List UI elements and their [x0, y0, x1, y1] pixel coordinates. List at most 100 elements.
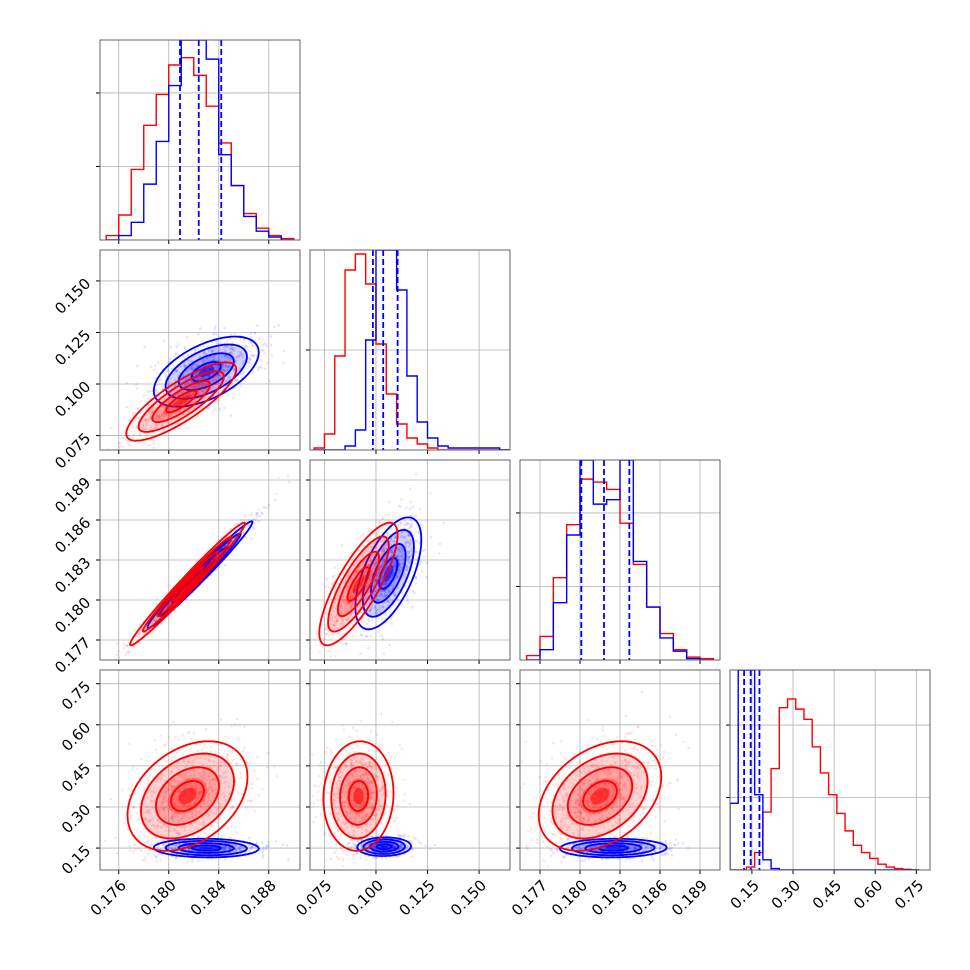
scatter-point [128, 849, 132, 852]
scatter-point [186, 860, 189, 863]
scatter-point [348, 596, 352, 600]
scatter-point [117, 655, 121, 659]
scatter-point [319, 633, 323, 637]
scatter-point [223, 354, 227, 358]
scatter-point [224, 349, 227, 353]
scatter-point [231, 396, 235, 400]
scatter-point [216, 364, 220, 367]
scatter-point [190, 367, 194, 371]
scatter-point [246, 523, 250, 527]
scatter-point [170, 412, 173, 416]
scatter-point [173, 846, 177, 850]
scatter-point [222, 368, 226, 372]
scatter-point [227, 375, 230, 378]
scatter-point [406, 596, 409, 600]
scatter-point [399, 522, 403, 525]
scatter-point [390, 548, 393, 552]
scatter-point [399, 550, 403, 554]
scatter-point [196, 383, 200, 387]
scatter-point [230, 825, 234, 828]
scatter-point [174, 797, 177, 800]
scatter-point [193, 782, 197, 786]
scatter-point [332, 620, 335, 623]
scatter-point [219, 389, 223, 393]
scatter-point [370, 553, 374, 557]
scatter-point [248, 356, 251, 360]
scatter-point [408, 561, 411, 565]
scatter-point [159, 776, 163, 779]
panel-frame [99, 249, 301, 451]
scatter-point [218, 360, 221, 363]
scatter-point [233, 723, 237, 726]
scatter-point [378, 565, 382, 569]
scatter-point [340, 612, 344, 615]
scatter-point [222, 848, 226, 852]
scatter-point [383, 594, 386, 598]
scatter-point [318, 651, 321, 655]
scatter-point [208, 772, 211, 775]
scatter-point [126, 441, 130, 445]
scatter-point [393, 539, 396, 543]
scatter-point [429, 536, 433, 539]
scatter-point [170, 770, 173, 774]
scatter-point [217, 346, 221, 349]
scatter-point [346, 625, 350, 629]
scatter-point [153, 850, 156, 854]
scatter-point [188, 804, 191, 808]
scatter-point [406, 521, 410, 525]
scatter-point [156, 424, 160, 428]
scatter-point [396, 587, 399, 590]
scatter-point [229, 333, 232, 336]
scatter-point [332, 574, 336, 578]
scatter-point [174, 422, 178, 426]
scatter-point [175, 813, 178, 816]
scatter-point [326, 632, 330, 635]
scatter-point [165, 799, 169, 802]
scatter-point [208, 359, 211, 363]
scatter-point [107, 673, 110, 676]
scatter-point [171, 385, 175, 388]
scatter-point [212, 835, 216, 838]
scatter-point [352, 544, 356, 548]
scatter-point [383, 548, 386, 552]
scatter-point [148, 410, 151, 414]
scatter-point [398, 563, 402, 566]
scatter-point [386, 534, 389, 538]
contour-red-4 [170, 566, 205, 602]
scatter-point [333, 600, 337, 604]
scatter-point [288, 480, 291, 484]
scatter-point [368, 529, 372, 532]
scatter-point [139, 830, 143, 834]
scatter-point [341, 595, 345, 599]
scatter-point [396, 575, 399, 578]
scatter-point [213, 358, 217, 361]
scatter-point [190, 815, 194, 818]
scatter-point [133, 843, 136, 847]
scatter-point [326, 628, 330, 632]
scatter-point [240, 518, 243, 522]
scatter-point [387, 579, 391, 583]
scatter-point [341, 623, 345, 626]
scatter-point [410, 539, 413, 542]
scatter-point [397, 523, 400, 526]
scatter-point [150, 799, 153, 803]
scatter-point [162, 413, 166, 417]
scatter-point [129, 443, 133, 447]
scatter-point [184, 382, 188, 385]
scatter-point [169, 601, 172, 604]
scatter-point [349, 594, 352, 598]
scatter-point [142, 420, 145, 423]
scatter-point [160, 387, 164, 391]
scatter-point [260, 359, 263, 362]
scatter-point [396, 569, 400, 572]
scatter-point [211, 349, 214, 353]
scatter-point [165, 806, 168, 809]
scatter-point [222, 848, 226, 852]
scatter-point [223, 326, 227, 330]
scatter-point [390, 550, 394, 554]
scatter-point [331, 605, 335, 609]
scatter-point [158, 414, 162, 418]
scatter-point [344, 642, 348, 646]
scatter-point [348, 625, 352, 628]
scatter-point [244, 515, 247, 518]
